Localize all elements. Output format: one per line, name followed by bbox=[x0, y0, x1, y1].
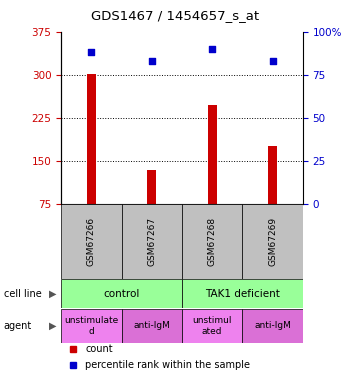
Text: ▶: ▶ bbox=[49, 321, 56, 331]
FancyBboxPatch shape bbox=[61, 309, 122, 343]
Point bbox=[209, 46, 215, 52]
Bar bbox=[208, 105, 217, 204]
Text: unstimul
ated: unstimul ated bbox=[193, 316, 232, 336]
Text: control: control bbox=[104, 289, 140, 298]
Text: cell line: cell line bbox=[4, 289, 41, 298]
FancyBboxPatch shape bbox=[182, 309, 242, 343]
Text: count: count bbox=[85, 345, 113, 354]
FancyBboxPatch shape bbox=[122, 204, 182, 279]
FancyBboxPatch shape bbox=[61, 204, 122, 279]
Text: GSM67269: GSM67269 bbox=[268, 217, 277, 266]
Text: GDS1467 / 1454657_s_at: GDS1467 / 1454657_s_at bbox=[91, 9, 259, 22]
FancyBboxPatch shape bbox=[242, 204, 303, 279]
Text: TAK1 deficient: TAK1 deficient bbox=[205, 289, 280, 298]
Text: unstimulate
d: unstimulate d bbox=[64, 316, 119, 336]
Bar bbox=[268, 146, 277, 204]
Bar bbox=[87, 74, 96, 204]
FancyBboxPatch shape bbox=[122, 309, 182, 343]
FancyBboxPatch shape bbox=[182, 279, 303, 308]
Point bbox=[89, 50, 94, 55]
Text: ▶: ▶ bbox=[49, 289, 56, 298]
Text: anti-IgM: anti-IgM bbox=[254, 321, 291, 330]
FancyBboxPatch shape bbox=[61, 279, 182, 308]
Bar bbox=[147, 171, 156, 204]
Text: agent: agent bbox=[4, 321, 32, 331]
Point bbox=[149, 58, 155, 64]
FancyBboxPatch shape bbox=[242, 309, 303, 343]
Text: anti-IgM: anti-IgM bbox=[133, 321, 170, 330]
Text: GSM67268: GSM67268 bbox=[208, 217, 217, 266]
FancyBboxPatch shape bbox=[182, 204, 242, 279]
Text: GSM67267: GSM67267 bbox=[147, 217, 156, 266]
Text: percentile rank within the sample: percentile rank within the sample bbox=[85, 360, 250, 370]
Point bbox=[270, 58, 275, 64]
Text: GSM67266: GSM67266 bbox=[87, 217, 96, 266]
